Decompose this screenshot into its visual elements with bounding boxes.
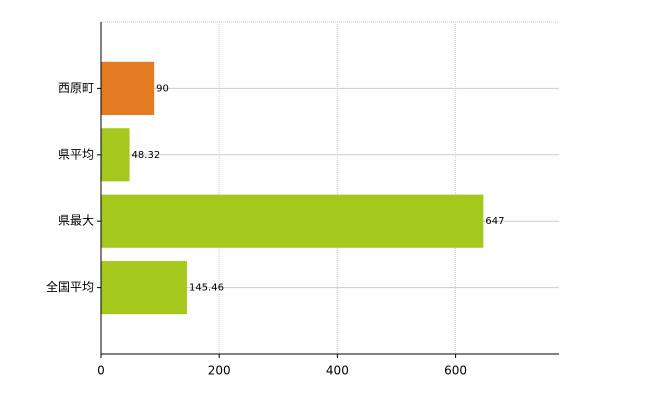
y-tick-label: 県平均 — [58, 147, 94, 161]
x-tick-label: 200 — [208, 364, 231, 378]
bar — [101, 128, 130, 182]
value-label: 145.46 — [189, 283, 224, 294]
y-tick-label: 西原町 — [58, 81, 94, 95]
y-tick-label: 県最大 — [58, 214, 94, 228]
bar — [101, 61, 155, 115]
value-label: 48.32 — [132, 150, 161, 161]
x-tick-label: 600 — [444, 364, 467, 378]
bar — [101, 194, 484, 248]
bar — [101, 261, 187, 315]
x-tick-label: 400 — [326, 364, 349, 378]
y-tick-label: 全国平均 — [46, 279, 94, 294]
value-label: 90 — [156, 83, 169, 94]
value-label: 647 — [485, 216, 504, 227]
x-tick-label: 0 — [97, 364, 105, 378]
